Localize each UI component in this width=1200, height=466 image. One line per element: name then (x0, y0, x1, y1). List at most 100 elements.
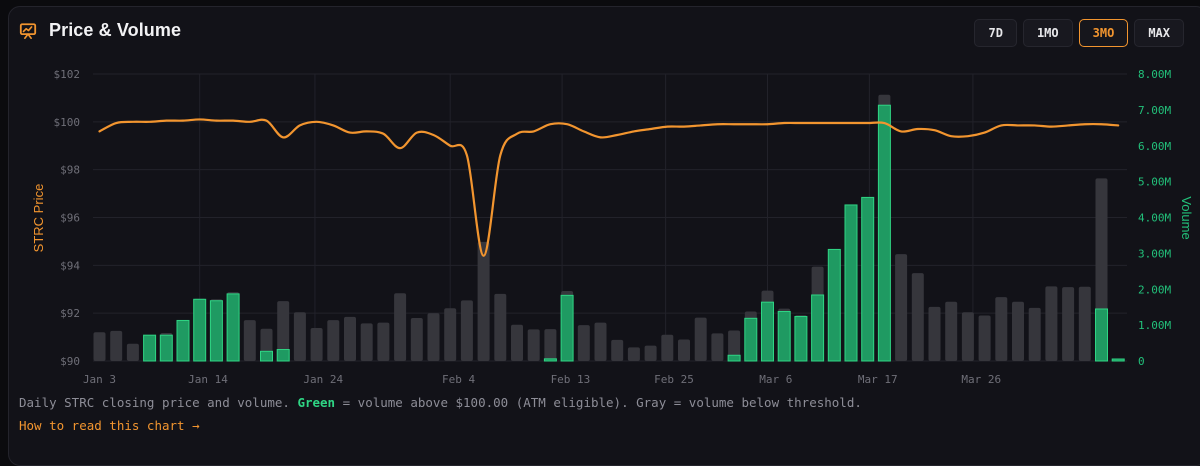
volume-tick-label: 5.00M (1138, 176, 1171, 189)
volume-bar-total (126, 343, 139, 361)
volume-bar-total (93, 332, 106, 361)
volume-bar-total (1078, 286, 1091, 361)
volume-bar-eligible (560, 294, 574, 362)
caption-suffix: = volume above $100.00 (ATM eligible). G… (335, 395, 862, 410)
date-tick-label: Mar 26 (961, 373, 1001, 386)
volume-bars (93, 94, 1125, 362)
price-line (98, 118, 1120, 257)
volume-bar-total (1012, 301, 1024, 361)
volume-bar-eligible (827, 248, 841, 362)
volume-bar-eligible (744, 317, 758, 362)
range-7d-button[interactable]: 7D (974, 19, 1017, 47)
price-volume-card (8, 6, 1200, 466)
volume-bar-total (344, 316, 356, 361)
volume-bar-eligible (143, 334, 157, 362)
price-tick-label: $96 (60, 212, 80, 225)
date-tick-label: Mar 17 (858, 373, 898, 386)
volume-bar-total (394, 293, 407, 361)
volume-tick-label: 7.00M (1138, 104, 1171, 117)
price-tick-label: $102 (54, 68, 81, 81)
volume-bar-total (293, 312, 306, 361)
range-max-button[interactable]: MAX (1134, 19, 1184, 47)
volume-bar-eligible (159, 334, 173, 362)
date-tick-label: Jan 14 (188, 373, 228, 386)
volume-bar-total (627, 347, 640, 361)
volume-bar-total (243, 320, 256, 361)
caption-green-word: Green (297, 395, 336, 410)
volume-bar-total (995, 297, 1008, 361)
volume-bar-total (460, 300, 473, 361)
price-axis-title: STRC Price (31, 184, 46, 253)
volume-bar-eligible (543, 358, 557, 362)
date-tick-label: Jan 24 (303, 373, 343, 386)
volume-bar-total (477, 241, 490, 361)
volume-bar-total (310, 327, 323, 361)
volume-bar-total (1062, 287, 1075, 361)
chart-title: Price & Volume (49, 20, 182, 40)
volume-bar-total (1028, 307, 1041, 361)
volume-bar-eligible (877, 104, 891, 362)
volume-bar-eligible (727, 354, 741, 362)
date-tick-label: Feb 13 (551, 373, 591, 386)
price-tick-label: $92 (60, 307, 80, 320)
volume-bar-total (928, 306, 941, 361)
volume-bar-total (377, 322, 390, 361)
volume-bar-total (661, 334, 674, 361)
volume-bar-total (644, 345, 657, 361)
volume-bar-total (444, 308, 457, 361)
range-1mo-button[interactable]: 1MO (1022, 19, 1073, 47)
volume-bar-total (1045, 286, 1058, 361)
volume-bar-total (577, 325, 590, 361)
volume-bar-eligible (276, 349, 290, 362)
price-axis: $90 $92 $94 $96 $98 $100 $102 (54, 68, 81, 368)
date-tick-label: Mar 6 (759, 373, 792, 386)
range-3mo-button[interactable]: 3MO (1078, 19, 1129, 47)
volume-bar-eligible (209, 300, 223, 362)
volume-bar-total (945, 301, 958, 361)
volume-bar-eligible (811, 294, 825, 362)
volume-bar-total (427, 313, 440, 361)
volume-bar-eligible (176, 319, 190, 362)
volume-bar-eligible (1095, 308, 1108, 362)
how-to-read-link[interactable]: How to read this chart → (19, 418, 200, 433)
volume-tick-label: 3.00M (1138, 247, 1171, 260)
volume-bar-eligible (861, 196, 875, 362)
volume-bar-total (327, 320, 340, 361)
caption-prefix: Daily STRC closing price and volume. (19, 395, 298, 410)
volume-bar-total (494, 293, 507, 361)
chart-caption: Daily STRC closing price and volume. Gre… (19, 395, 862, 410)
volume-bar-total (694, 317, 707, 361)
volume-bar-total (511, 324, 523, 361)
volume-bar-total (895, 254, 908, 361)
volume-bar-eligible (260, 350, 273, 362)
date-tick-label: Feb 25 (654, 373, 694, 386)
presentation-chart-icon (19, 22, 37, 39)
volume-bar-total (728, 330, 741, 361)
volume-bar-total (410, 317, 423, 361)
volume-bar-total (527, 329, 540, 361)
date-tick-label: Jan 3 (83, 373, 116, 386)
volume-bar-total (594, 322, 607, 361)
volume-tick-label: 0 (1138, 355, 1145, 368)
volume-bar-eligible (777, 310, 791, 362)
chart-header: Price & Volume (19, 20, 181, 41)
price-volume-chart[interactable]: $90 $92 $94 $96 $98 $100 $102 0 1.00M 2.00M 3.00M… (0, 0, 1200, 453)
time-range-selector: 7D 1MO 3MO MAX (974, 19, 1184, 47)
date-axis: Jan 3 Jan 14 Jan 24 Feb 4 Feb 13 Feb 25 Mar 6 M… (83, 373, 1001, 386)
volume-bar-total (110, 330, 123, 361)
volume-axis: 0 1.00M 2.00M 3.00M 4.00M 5.00M 6.00M 7.00M 8.00… (1138, 68, 1171, 368)
volume-bar-total (277, 301, 290, 361)
volume-bar-total (978, 315, 991, 361)
volume-bar-total (678, 339, 690, 361)
volume-tick-label: 6.00M (1138, 140, 1171, 153)
volume-bar-eligible (226, 293, 240, 362)
volume-bar-eligible (761, 301, 774, 362)
volume-tick-label: 2.00M (1138, 283, 1171, 296)
volume-bar-eligible (193, 298, 207, 362)
price-tick-label: $90 (60, 355, 80, 368)
volume-bar-total (911, 273, 924, 361)
volume-bar-total (711, 333, 724, 361)
volume-axis-title: Volume (1179, 196, 1194, 239)
volume-bar-total (544, 329, 557, 361)
volume-tick-label: 1.00M (1138, 319, 1171, 332)
